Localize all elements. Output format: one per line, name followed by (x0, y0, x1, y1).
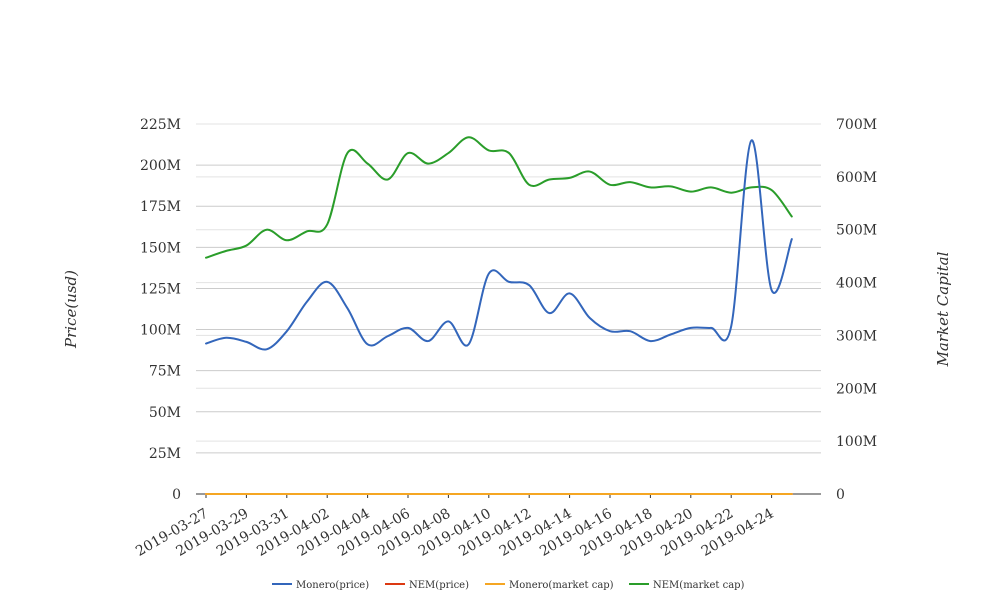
right-axis-ticks: 0 100M 200M 300M 400M 500M 600M 700M (836, 117, 877, 503)
series-lines (205, 136, 793, 495)
y-left-tick-label: 50M (149, 405, 181, 421)
y-left-tick-label: 150M (140, 240, 181, 256)
y-left-tick-label: 0 (172, 487, 181, 503)
legend-label: NEM(market cap) (653, 580, 745, 591)
y-axis-left-title: Price(usd) (62, 270, 80, 349)
series-line-monero-price (205, 139, 793, 351)
legend-label: NEM(price) (409, 580, 469, 591)
legend-label: Monero(price) (296, 580, 369, 591)
y-left-tick-label: 125M (140, 281, 181, 297)
grid-lines (196, 123, 821, 454)
series-line-nem-market-cap (205, 136, 793, 259)
y-axis-right-title: Market Capital (934, 251, 952, 367)
x-axis-ticks: 2019-03-272019-03-292019-03-312019-04-02… (133, 494, 777, 560)
y-right-tick-label: 600M (836, 170, 877, 186)
y-right-tick-label: 400M (836, 276, 877, 292)
y-right-tick-label: 500M (836, 223, 877, 239)
y-right-tick-label: 300M (836, 328, 877, 344)
left-axis-ticks: 0 25M 50M 75M 100M 125M 150M 175M 200M 225M (140, 117, 181, 503)
y-left-tick-label: 100M (140, 323, 181, 339)
y-left-tick-label: 200M (140, 158, 181, 174)
legend-item-monero-price[interactable]: Monero(price) (272, 580, 369, 591)
y-right-tick-label: 100M (836, 434, 877, 450)
legend-item-nem-price[interactable]: NEM(price) (385, 580, 469, 591)
y-right-tick-label: 700M (836, 117, 877, 133)
legend-label: Monero(market cap) (509, 580, 614, 591)
y-left-tick-label: 175M (140, 199, 181, 215)
y-left-tick-label: 25M (149, 446, 181, 462)
y-left-tick-label: 225M (140, 117, 181, 133)
legend-item-nem-market-cap[interactable]: NEM(market cap) (629, 580, 745, 591)
chart-legend[interactable]: Monero(price) NEM(price) Monero(market cap… (272, 580, 745, 591)
y-right-tick-label: 0 (836, 487, 845, 503)
y-right-tick-label: 200M (836, 381, 877, 397)
legend-item-monero-market-cap[interactable]: Monero(market cap) (485, 580, 614, 591)
y-left-tick-label: 75M (149, 364, 181, 380)
